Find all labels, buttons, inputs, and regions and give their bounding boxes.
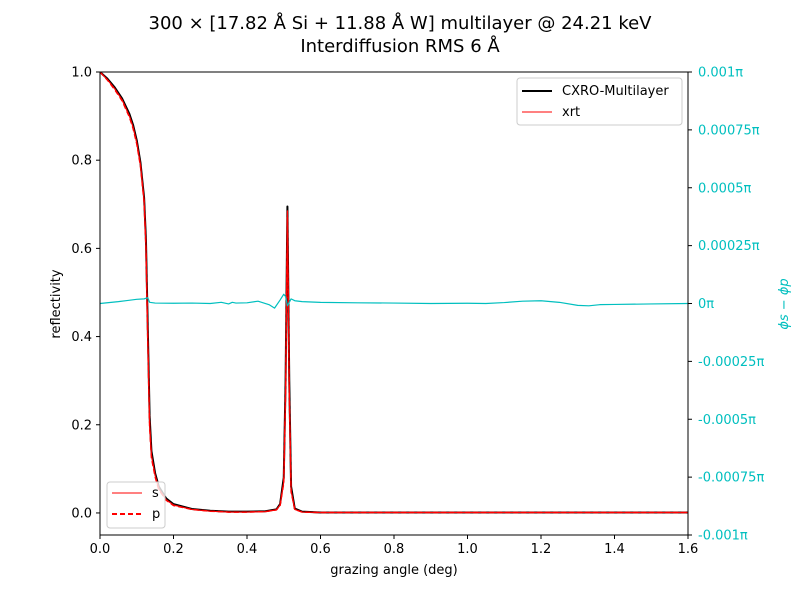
y2-axis-label: ϕs − ϕp xyxy=(777,278,792,329)
y2-tick-label: 0.001π xyxy=(698,66,743,81)
y-tick-label: 0.0 xyxy=(71,506,92,521)
y-axis-right: -0.001π -0.00075π -0.0005π -0.00025π 0π 0.000… xyxy=(688,66,764,544)
y2-tick-label: -0.00075π xyxy=(698,471,764,486)
y2-tick-label: 0π xyxy=(698,297,714,312)
y-tick-label: 0.4 xyxy=(71,330,92,345)
y-tick-label: 0.8 xyxy=(71,154,92,169)
y2-tick-label: -0.00025π xyxy=(698,355,764,370)
series-p-line xyxy=(100,72,688,514)
x-tick-label: 1.0 xyxy=(457,542,478,557)
x-tick-label: 1.6 xyxy=(678,542,699,557)
legend-label-cxro: CXRO-Multilayer xyxy=(562,84,669,99)
y2-tick-label: 0.00075π xyxy=(698,123,760,138)
series-phase-line xyxy=(100,293,688,309)
x-axis-label: grazing angle (deg) xyxy=(330,563,457,578)
series-s-line xyxy=(100,72,688,514)
x-axis: 0.0 0.2 0.4 0.6 0.8 1.0 1.2 1.4 1.6 xyxy=(90,535,699,557)
legend-label-s: s xyxy=(152,486,159,501)
series-layer xyxy=(100,72,688,514)
y2-tick-label: 0.00025π xyxy=(698,239,760,254)
y2-tick-label: 0.0005π xyxy=(698,181,751,196)
x-tick-label: 1.2 xyxy=(531,542,552,557)
chart-title: 300 × [17.82 Å Si + 11.88 Å W] multilaye… xyxy=(149,12,653,34)
y-tick-label: 1.0 xyxy=(71,66,92,81)
y2-tick-label: -0.0005π xyxy=(698,413,756,428)
legend-bottom: s p xyxy=(106,481,166,529)
x-tick-label: 1.4 xyxy=(604,542,625,557)
chart-subtitle: Interdiffusion RMS 6 Å xyxy=(300,35,500,57)
x-tick-label: 0.8 xyxy=(384,542,405,557)
x-tick-label: 0.4 xyxy=(237,542,258,557)
x-tick-label: 0.0 xyxy=(90,542,111,557)
y2-tick-label: -0.001π xyxy=(698,529,748,544)
y-axis-label: reflectivity xyxy=(49,269,64,339)
legend-top-box xyxy=(516,77,683,126)
x-tick-label: 0.6 xyxy=(310,542,331,557)
legend-top: CXRO-Multilayer xrt xyxy=(516,77,683,126)
legend-label-xrt: xrt xyxy=(562,105,580,120)
y-axis-left: 0.0 0.2 0.4 0.6 0.8 1.0 xyxy=(71,66,100,521)
y-tick-label: 0.6 xyxy=(71,242,92,257)
x-tick-label: 0.2 xyxy=(163,542,184,557)
legend-label-p: p xyxy=(152,507,160,522)
series-cxro-line xyxy=(100,72,688,514)
y-tick-label: 0.2 xyxy=(71,418,92,433)
